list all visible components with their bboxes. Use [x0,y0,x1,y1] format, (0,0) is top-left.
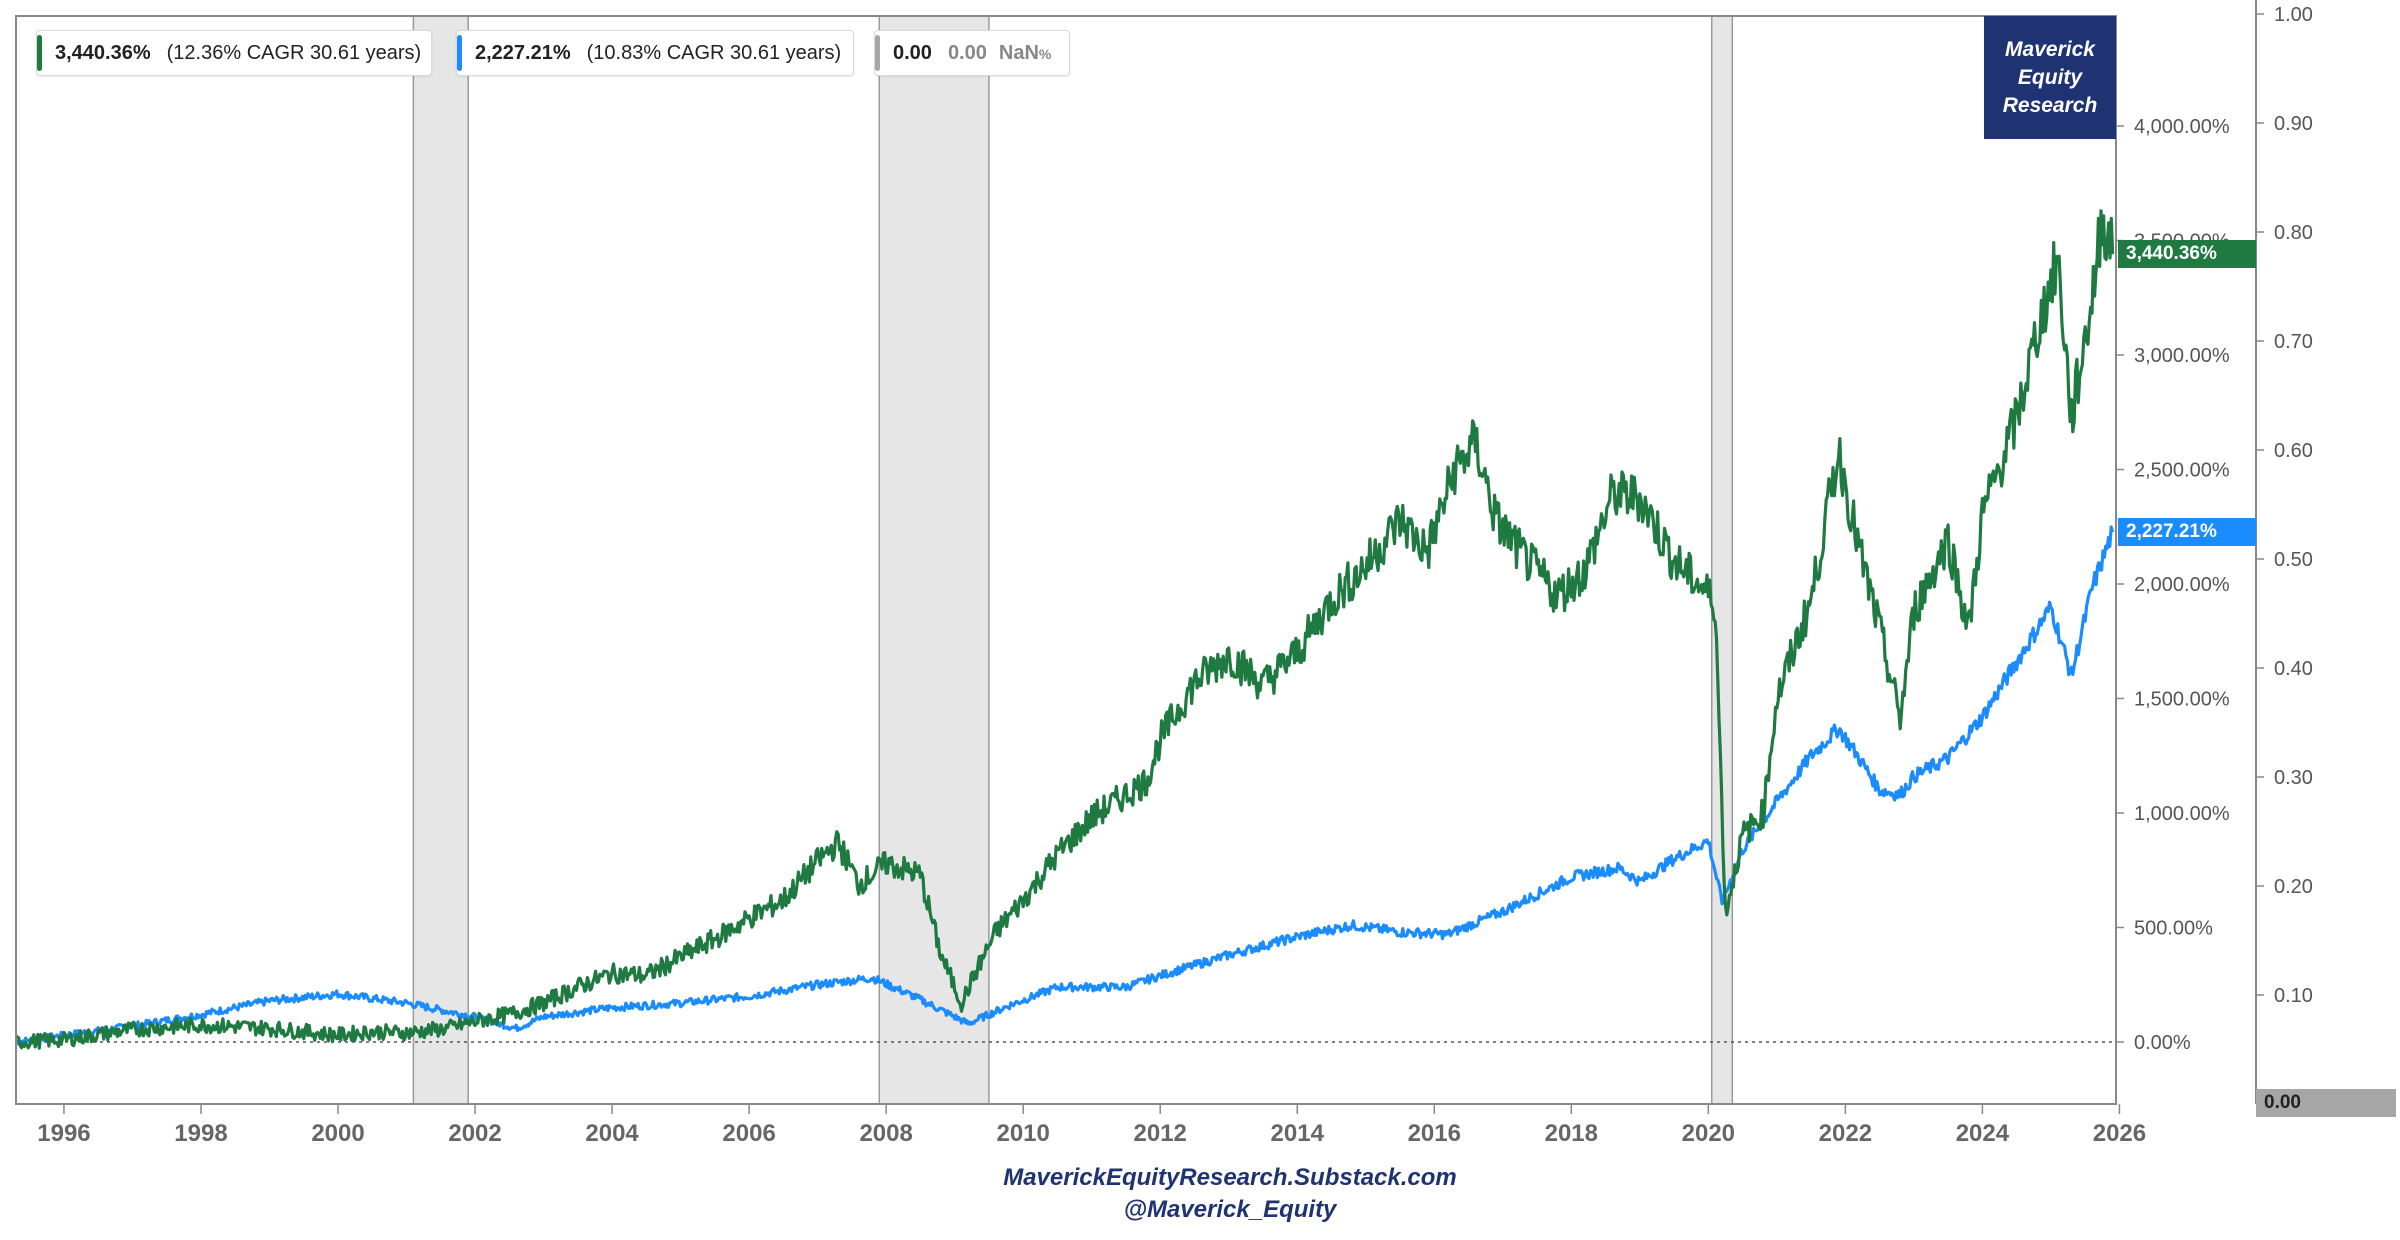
x-tick-label: 2000 [311,1120,364,1147]
x-tick-label: 2020 [1682,1120,1735,1147]
right-tick-label: 0.90 [2274,113,2313,135]
legend-nan: NaN% [999,42,1051,65]
y-tick-label: 1,500.00% [2134,689,2230,711]
end-label-series-2: 2,227.21% [2118,517,2256,546]
y-axis-right: 0.10 0.20 0.30 0.40 0.50 0.60 0.70 0.80 0.90 1.00 [2255,0,2313,1104]
x-tick-label: 1996 [37,1120,90,1147]
series-lines [14,209,2115,1050]
plot-frame [15,15,2117,1105]
right-tick-label: 0.80 [2274,222,2313,244]
brand-line-1: Maverick [2005,37,2095,61]
legend-item-series-1[interactable]: 3,440.36% (12.36% CAGR 30.61 years) [36,30,432,76]
footer-handle: @Maverick_Equity [1123,1196,1337,1223]
x-tick-label: 2004 [585,1120,639,1147]
brand-line-3: Research [2002,93,2098,117]
legend-muted-value: 0.00 [947,41,987,64]
series-line-series-2 [15,525,2115,1046]
legend-detail: (10.83% CAGR 30.61 years) [586,41,842,64]
x-tick-label: 2018 [1545,1120,1598,1147]
y-tick-label: 2,000.00% [2134,574,2230,596]
recession-band [412,15,469,1105]
x-tick-label: 2006 [722,1120,775,1147]
x-tick-label: 2026 [2093,1120,2146,1147]
legend-color-marker [875,35,880,71]
y-tick-label: 500.00% [2134,918,2213,940]
legend-value: 2,227.21% [475,41,571,64]
footer-site: MaverickEquityResearch.Substack.com [1003,1164,1457,1191]
x-tick-label: 2002 [448,1120,501,1147]
right-tick-label: 0.60 [2274,440,2313,462]
y-tick-label: 3,000.00% [2134,345,2230,367]
end-label-series-3: 0.00 [2256,1089,2396,1117]
legend-item-series-3[interactable]: 0.00 0.00 NaN% [874,30,1070,76]
legend-color-marker [37,35,42,71]
recession-shading [412,15,1734,1105]
right-tick-label: 0.20 [2274,876,2313,898]
series-line-series-1 [14,209,2115,1050]
right-tick-label: 0.30 [2274,767,2313,789]
legend-color-marker [457,35,462,71]
brand-line-2: Equity [2017,65,2083,89]
legend-item-series-2[interactable]: 2,227.21% (10.83% CAGR 30.61 years) [456,30,854,76]
right-tick-label: 0.50 [2274,549,2313,571]
brand-logo: Maverick Equity Research [1984,16,2116,139]
legend-nan-text: NaN [998,41,1039,64]
legend-detail: (12.36% CAGR 30.61 years) [166,41,422,64]
y-tick-label: 4,000.00% [2134,116,2230,138]
right-tick-label: 0.10 [2274,985,2313,1007]
x-tick-label: 2022 [1819,1120,1872,1147]
right-tick-label: 1.00 [2274,4,2313,26]
x-tick-label: 2008 [859,1120,912,1147]
legend-value: 0.00 [893,41,932,64]
legend-nan-unit: % [1038,45,1052,62]
x-tick-label: 1998 [174,1120,227,1147]
x-tick-label: 2012 [1134,1120,1187,1147]
x-axis: 1996 1998 2000 2002 2004 2006 2008 2010 2012 2014… [37,1104,2146,1147]
y-tick-label: 0.00% [2134,1032,2191,1054]
x-tick-label: 2024 [1956,1120,2010,1147]
recession-band [1711,15,1734,1105]
x-tick-label: 2010 [996,1120,1049,1147]
legend-value: 3,440.36% [55,41,151,64]
y-tick-label: 2,500.00% [2134,460,2230,482]
recession-band [878,15,990,1105]
end-label-series-1: 3,440.36% [2118,240,2256,269]
x-tick-label: 2016 [1408,1120,1461,1147]
x-tick-label: 2014 [1271,1120,1325,1147]
right-tick-label: 0.40 [2274,658,2313,680]
y-tick-label: 1,000.00% [2134,803,2230,825]
right-tick-label: 0.70 [2274,331,2313,353]
